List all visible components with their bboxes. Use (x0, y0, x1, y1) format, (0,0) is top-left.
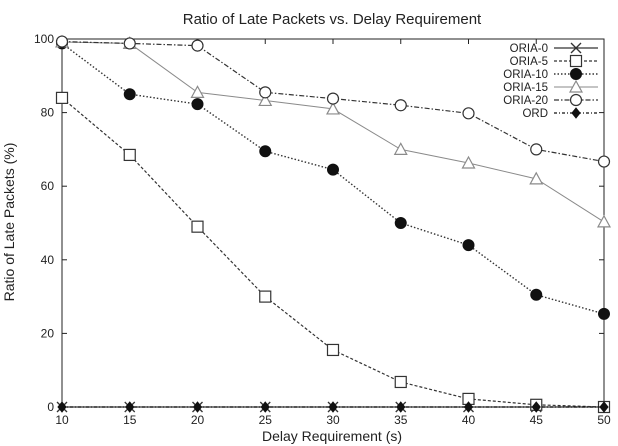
data-point (462, 107, 475, 120)
data-point (596, 214, 612, 228)
legend-marker (570, 68, 582, 80)
data-point (462, 239, 475, 252)
legend-label: ORD (522, 108, 548, 120)
legend-marker (571, 107, 581, 119)
data-point (191, 39, 204, 52)
legend-item: ORIA-10 (503, 68, 598, 81)
series-layer (54, 34, 612, 414)
data-point (597, 155, 611, 168)
legend-item: ORIA-5 (510, 54, 598, 68)
x-axis-label: Delay Requirement (s) (262, 428, 402, 444)
data-point (327, 163, 339, 176)
data-point (531, 401, 541, 413)
data-point (191, 98, 204, 111)
legend-marker (569, 93, 583, 107)
data-point (326, 343, 340, 357)
data-point (530, 288, 543, 301)
y-tick-label: 0 (47, 400, 54, 414)
legend-item: ORIA-20 (503, 93, 598, 107)
data-point (461, 155, 476, 169)
data-point (394, 375, 407, 389)
legend-label: ORIA-10 (503, 69, 548, 81)
legend-item: ORIA-0 (510, 42, 598, 55)
data-point (191, 220, 204, 233)
data-point (192, 401, 203, 413)
y-tick-label: 80 (41, 106, 55, 120)
y-tick-label: 20 (41, 326, 55, 340)
data-point (463, 401, 474, 413)
series-ord (57, 401, 609, 413)
series-oria-20 (55, 35, 611, 168)
data-point (394, 99, 407, 112)
y-tick-label: 60 (41, 179, 55, 193)
data-point (57, 401, 67, 413)
axis-ticks: 10 15 20 25 30 35 40 45 50 0 20 40 60 80 100 (34, 32, 611, 427)
data-point (393, 142, 408, 155)
y-axis-label: Ratio of Late Packets (%) (1, 143, 17, 302)
data-point (123, 37, 136, 50)
x-tick-label: 50 (597, 413, 611, 427)
legend-label: ORIA-15 (503, 82, 548, 94)
x-tick-label: 25 (259, 413, 273, 427)
data-point (258, 93, 273, 107)
legend-marker (569, 54, 583, 68)
legend-label: ORIA-20 (503, 95, 548, 107)
data-point (259, 290, 272, 303)
legend-marker (570, 42, 582, 54)
x-tick-label: 35 (394, 413, 408, 427)
y-tick-label: 40 (41, 253, 55, 267)
data-point (326, 92, 340, 105)
data-point (260, 401, 270, 413)
data-point (328, 401, 338, 413)
x-tick-label: 40 (462, 413, 476, 427)
data-point (55, 35, 69, 48)
data-point (325, 101, 341, 115)
data-point (55, 91, 69, 104)
data-point (190, 85, 205, 98)
data-point (396, 401, 406, 413)
legend-marker (568, 79, 584, 93)
x-tick-label: 20 (191, 413, 205, 427)
x-tick-label: 10 (55, 413, 69, 427)
data-point (259, 145, 272, 158)
y-tick-label: 100 (34, 32, 54, 46)
series-line (61, 97, 605, 408)
data-point (125, 401, 135, 413)
data-point (530, 143, 543, 156)
data-point (599, 401, 609, 413)
legend-item: ORD (522, 107, 598, 120)
series-oria-5 (55, 91, 611, 414)
legend-label: ORIA-5 (510, 56, 548, 68)
x-tick-label: 45 (530, 413, 544, 427)
data-point (123, 148, 136, 162)
data-point (529, 171, 544, 185)
x-tick-label: 30 (326, 413, 340, 427)
data-point (259, 86, 272, 99)
legend-label: ORIA-0 (510, 43, 548, 55)
data-point (394, 217, 407, 229)
data-point (598, 307, 610, 320)
data-point (123, 88, 136, 101)
chart-title: Ratio of Late Packets vs. Delay Requirem… (183, 11, 482, 28)
legend-item: ORIA-15 (503, 79, 598, 94)
x-tick-label: 15 (123, 413, 137, 427)
